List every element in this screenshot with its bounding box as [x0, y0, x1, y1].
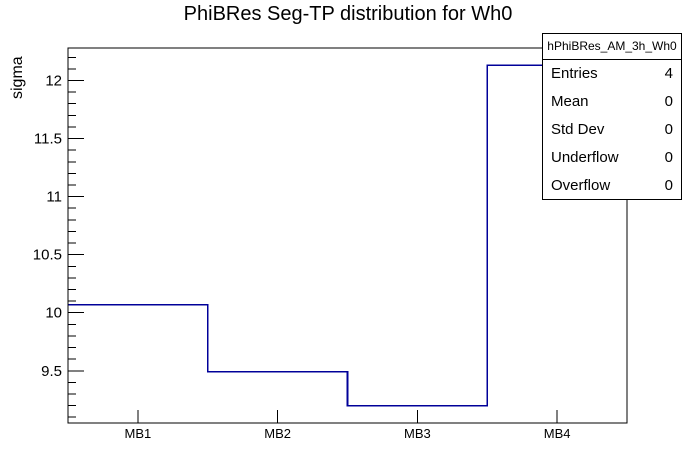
- y-tick-label: 10.5: [33, 247, 62, 264]
- x-tick-label: MB4: [544, 426, 571, 441]
- plot-title: PhiBRes Seg-TP distribution for Wh0: [183, 3, 513, 25]
- stat-label: Overflow: [551, 176, 611, 194]
- y-tick-label: 10: [45, 305, 62, 322]
- y-tick-label: 11: [46, 189, 62, 206]
- stats-row-mean: Mean 0: [543, 88, 681, 116]
- stat-label: Underflow: [551, 148, 619, 166]
- stat-label: Entries: [551, 65, 598, 83]
- stat-value: 0: [664, 93, 673, 111]
- stat-value: 0: [664, 148, 673, 166]
- stat-value: 0: [664, 120, 673, 138]
- histogram-line: [68, 64, 627, 407]
- stats-row-entries: Entries 4: [543, 60, 681, 88]
- plot-frame: [67, 47, 628, 424]
- stats-box: hPhiBRes_AM_3h_Wh0 Entries 4 Mean 0 Std …: [542, 33, 682, 200]
- stats-row-stddev: Std Dev 0: [543, 116, 681, 144]
- x-tick-label: MB2: [264, 426, 291, 441]
- y-tick-label: 9.5: [41, 363, 62, 380]
- stats-box-title: hPhiBRes_AM_3h_Wh0: [543, 34, 681, 60]
- x-tick-label: MB3: [404, 426, 431, 441]
- stat-value: 4: [664, 65, 673, 83]
- x-tick-label: MB1: [125, 426, 152, 441]
- stat-label: Std Dev: [551, 120, 605, 138]
- stats-row-overflow: Overflow 0: [543, 171, 681, 199]
- stat-value: 0: [664, 176, 673, 194]
- y-tick-label: 12: [45, 73, 62, 90]
- stat-label: Mean: [551, 93, 589, 111]
- y-tick-label: 11.5: [34, 131, 62, 148]
- stats-row-underflow: Underflow 0: [543, 143, 681, 171]
